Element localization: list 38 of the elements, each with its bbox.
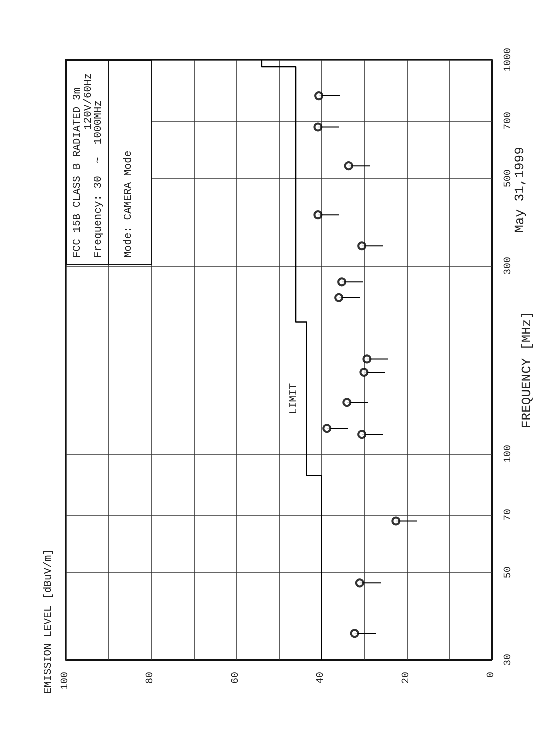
annotation: Mode: CAMERA Mode <box>123 150 135 258</box>
point <box>392 516 401 526</box>
annotation: Frequency: 30 ~ 1000MHz <box>93 100 105 258</box>
y-axis-title: FREQUENCY [MHz] <box>520 311 534 429</box>
x-tick-label: 20 <box>401 672 412 684</box>
point <box>342 398 352 408</box>
annotation: 120V/60Hz <box>83 73 95 130</box>
point <box>322 424 332 434</box>
x-tick-label: 100 <box>60 672 72 690</box>
y-tick-label: 1000 <box>504 48 514 72</box>
point <box>314 210 323 220</box>
point <box>338 278 347 287</box>
x-tick-label: 0 <box>486 672 498 678</box>
y-tick-label: 300 <box>504 257 514 276</box>
point <box>350 629 360 638</box>
x-tick-label: 80 <box>146 672 157 684</box>
point <box>358 242 367 251</box>
y-tick-label: 30 <box>504 654 514 666</box>
y-tick-label: 700 <box>504 112 514 130</box>
point <box>360 368 369 377</box>
y-tick-label: 500 <box>504 170 514 188</box>
point <box>314 122 323 132</box>
text: May 31,1999 <box>512 147 528 233</box>
text: LIMIT <box>288 383 301 415</box>
x-tick-label: 40 <box>316 672 328 684</box>
point <box>314 92 324 101</box>
point <box>362 354 372 364</box>
point <box>344 162 354 171</box>
line-series <box>261 59 322 661</box>
point <box>334 293 344 302</box>
y-tick-label: 70 <box>504 509 514 522</box>
point <box>358 430 367 440</box>
y-tick-label: 50 <box>504 566 514 579</box>
y-tick-label: 100 <box>504 444 514 463</box>
point <box>355 578 364 588</box>
text: EMISSION LEVEL [dBuV/m] <box>43 549 55 694</box>
x-tick-label: 60 <box>230 672 242 684</box>
annotation: FCC 15B CLASS B RADIATED 3m <box>72 88 84 258</box>
